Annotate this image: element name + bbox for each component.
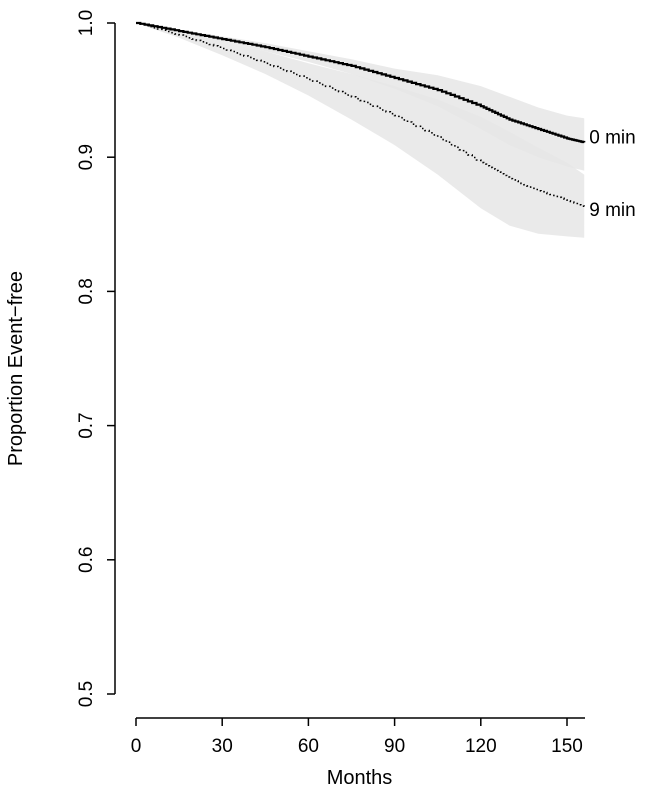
y-tick-label: 1.0 bbox=[76, 10, 97, 36]
x-axis-title: Months bbox=[327, 767, 393, 789]
series-line-0-min bbox=[136, 21, 586, 144]
x-tick-label: 150 bbox=[551, 736, 583, 757]
confidence-band-9-min bbox=[136, 23, 585, 238]
x-tick-label: 0 bbox=[131, 736, 142, 757]
series-label-0-min: 0 min bbox=[589, 127, 635, 148]
x-tick-label: 120 bbox=[465, 736, 497, 757]
y-tick-label: 0.7 bbox=[76, 412, 97, 438]
series-labels: 0 min 9 min bbox=[589, 127, 635, 220]
confidence-bands bbox=[136, 23, 585, 238]
x-tick-label: 60 bbox=[298, 736, 319, 757]
series-label-9-min: 9 min bbox=[589, 200, 635, 221]
series-lines bbox=[136, 21, 586, 207]
y-tick-label: 0.6 bbox=[76, 547, 97, 573]
y-axis-title: Proportion Event−free bbox=[5, 271, 27, 466]
x-tick-label: 30 bbox=[212, 736, 233, 757]
x-tick-label: 90 bbox=[384, 736, 405, 757]
y-tick-label: 0.8 bbox=[76, 278, 97, 304]
y-tick-label: 0.9 bbox=[76, 144, 97, 170]
series-line-9-min bbox=[136, 22, 585, 207]
x-axis: 0 30 60 90 120 150 bbox=[131, 717, 585, 757]
y-axis: 0.5 0.6 0.7 0.8 0.9 1.0 bbox=[76, 10, 116, 707]
y-tick-label: 0.5 bbox=[76, 681, 97, 707]
